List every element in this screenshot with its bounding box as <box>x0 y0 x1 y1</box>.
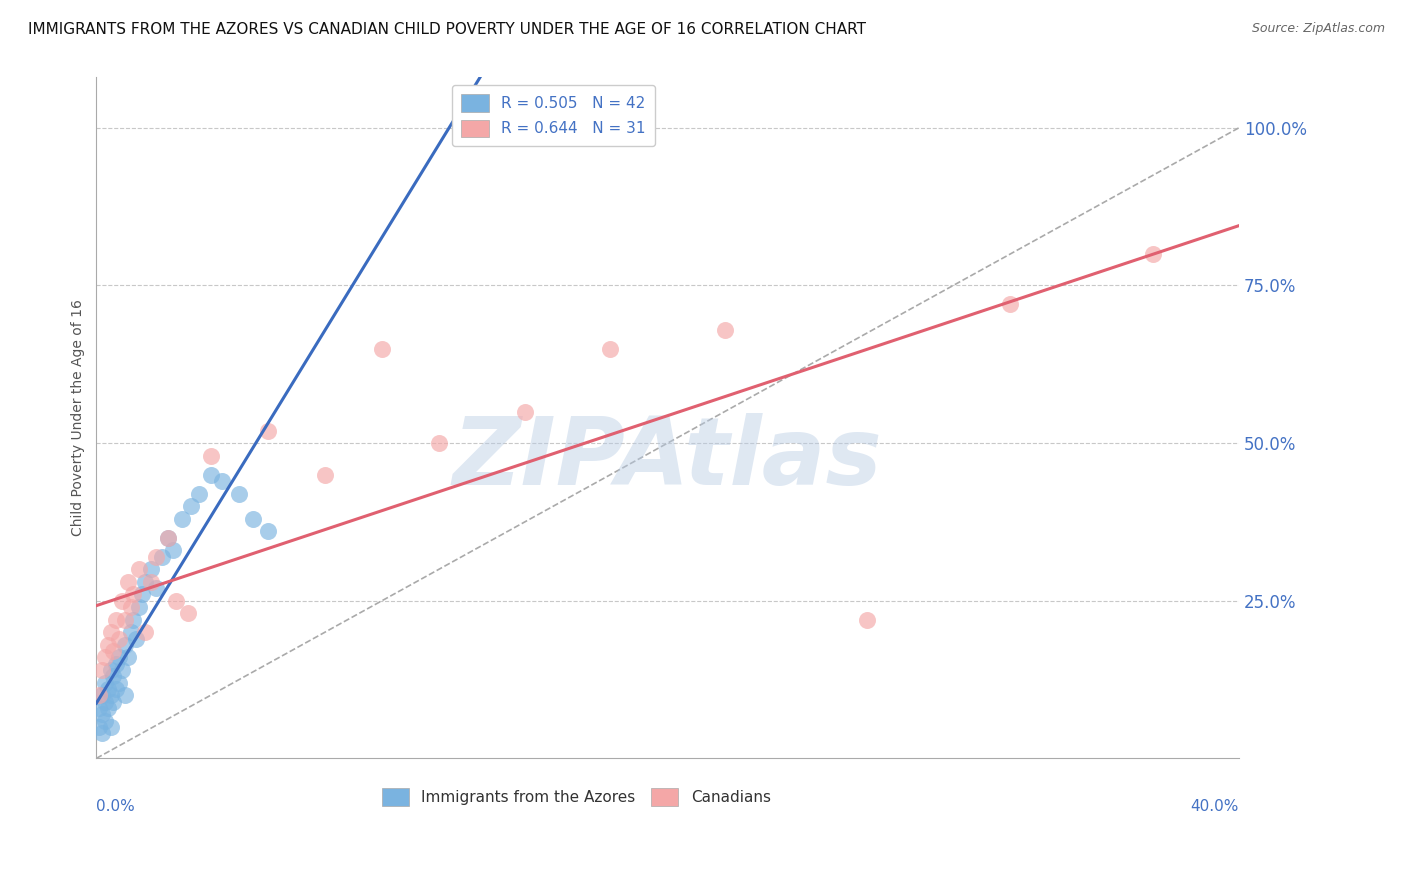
Point <box>91 726 114 740</box>
Point <box>427 436 450 450</box>
Point <box>97 701 120 715</box>
Point <box>120 625 142 640</box>
Point <box>108 632 131 646</box>
Point <box>256 424 278 438</box>
Point <box>162 543 184 558</box>
Point <box>856 613 879 627</box>
Point <box>242 512 264 526</box>
Point <box>139 562 162 576</box>
Point <box>122 613 145 627</box>
Point <box>134 574 156 589</box>
Point <box>111 593 134 607</box>
Point <box>91 707 114 722</box>
Point <box>105 657 128 671</box>
Text: Source: ZipAtlas.com: Source: ZipAtlas.com <box>1251 22 1385 36</box>
Point <box>105 613 128 627</box>
Point <box>713 323 735 337</box>
Text: 0.0%: 0.0% <box>97 799 135 814</box>
Y-axis label: Child Poverty Under the Age of 16: Child Poverty Under the Age of 16 <box>72 300 86 536</box>
Point <box>165 593 187 607</box>
Point <box>108 650 131 665</box>
Point <box>314 467 336 482</box>
Point <box>134 625 156 640</box>
Point <box>94 714 117 728</box>
Point <box>131 587 153 601</box>
Point <box>114 638 136 652</box>
Point <box>599 342 621 356</box>
Point <box>97 638 120 652</box>
Point <box>100 688 122 702</box>
Point <box>188 486 211 500</box>
Point <box>1142 247 1164 261</box>
Point <box>228 486 250 500</box>
Point <box>145 581 167 595</box>
Point <box>103 644 125 658</box>
Point <box>89 688 111 702</box>
Point <box>145 549 167 564</box>
Point <box>91 663 114 677</box>
Point <box>139 574 162 589</box>
Point <box>177 607 200 621</box>
Point <box>117 574 139 589</box>
Point <box>156 531 179 545</box>
Point <box>1000 297 1022 311</box>
Point <box>114 613 136 627</box>
Point <box>103 669 125 683</box>
Text: 40.0%: 40.0% <box>1191 799 1239 814</box>
Point <box>256 524 278 539</box>
Point <box>105 681 128 696</box>
Legend: Immigrants from the Azores, Canadians: Immigrants from the Azores, Canadians <box>375 782 776 812</box>
Point <box>211 474 233 488</box>
Point <box>128 562 150 576</box>
Text: IMMIGRANTS FROM THE AZORES VS CANADIAN CHILD POVERTY UNDER THE AGE OF 16 CORRELA: IMMIGRANTS FROM THE AZORES VS CANADIAN C… <box>28 22 866 37</box>
Point <box>156 531 179 545</box>
Point <box>200 449 222 463</box>
Point <box>94 695 117 709</box>
Point <box>108 675 131 690</box>
Point <box>103 695 125 709</box>
Point <box>100 720 122 734</box>
Point <box>100 625 122 640</box>
Point <box>200 467 222 482</box>
Point <box>114 688 136 702</box>
Point <box>91 688 114 702</box>
Point <box>111 663 134 677</box>
Point <box>513 404 536 418</box>
Point <box>150 549 173 564</box>
Point <box>97 681 120 696</box>
Point <box>117 650 139 665</box>
Point <box>122 587 145 601</box>
Point <box>89 701 111 715</box>
Point <box>170 512 193 526</box>
Point <box>94 675 117 690</box>
Point <box>180 499 202 513</box>
Text: ZIPAtlas: ZIPAtlas <box>453 413 883 505</box>
Point <box>120 600 142 615</box>
Point <box>94 650 117 665</box>
Point <box>89 720 111 734</box>
Point <box>125 632 148 646</box>
Point <box>371 342 394 356</box>
Point <box>128 600 150 615</box>
Point <box>100 663 122 677</box>
